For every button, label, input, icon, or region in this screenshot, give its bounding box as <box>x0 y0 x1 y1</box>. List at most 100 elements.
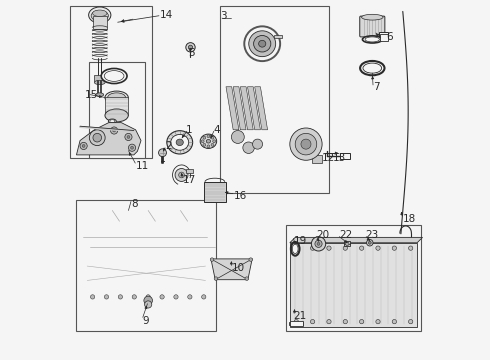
Ellipse shape <box>259 40 266 47</box>
Circle shape <box>327 246 331 250</box>
Text: 5: 5 <box>188 48 195 58</box>
Circle shape <box>367 239 373 246</box>
Circle shape <box>210 258 214 261</box>
Ellipse shape <box>96 93 104 96</box>
Text: 15: 15 <box>84 90 98 100</box>
Circle shape <box>207 135 210 138</box>
Text: 23: 23 <box>366 230 379 240</box>
Text: 9: 9 <box>143 316 149 326</box>
Circle shape <box>113 129 116 132</box>
Circle shape <box>294 246 298 250</box>
Circle shape <box>301 139 311 149</box>
Circle shape <box>243 142 254 153</box>
Circle shape <box>97 136 99 139</box>
Ellipse shape <box>362 14 383 20</box>
Polygon shape <box>290 237 422 243</box>
Text: 14: 14 <box>160 10 173 20</box>
Polygon shape <box>83 211 215 221</box>
Circle shape <box>159 149 167 157</box>
Polygon shape <box>233 87 246 130</box>
Circle shape <box>203 136 206 139</box>
Circle shape <box>368 241 371 244</box>
Ellipse shape <box>249 31 276 57</box>
Polygon shape <box>255 87 268 130</box>
Ellipse shape <box>176 139 183 145</box>
Circle shape <box>145 301 152 308</box>
Text: 17: 17 <box>183 175 196 185</box>
Bar <box>380 35 388 41</box>
Ellipse shape <box>363 36 382 43</box>
Circle shape <box>213 140 216 143</box>
Text: 2: 2 <box>166 140 172 150</box>
Bar <box>344 241 350 246</box>
Bar <box>379 32 389 39</box>
Circle shape <box>179 172 184 178</box>
Bar <box>289 321 303 325</box>
Text: 11: 11 <box>136 161 149 171</box>
Text: 4: 4 <box>214 125 220 135</box>
Ellipse shape <box>91 10 108 21</box>
Bar <box>105 97 128 116</box>
Ellipse shape <box>93 10 107 17</box>
Circle shape <box>127 135 130 138</box>
Text: 20: 20 <box>317 230 330 240</box>
FancyBboxPatch shape <box>360 16 385 37</box>
Circle shape <box>315 240 322 247</box>
Circle shape <box>214 277 218 280</box>
Ellipse shape <box>206 139 211 143</box>
Ellipse shape <box>360 61 385 75</box>
Text: 13: 13 <box>333 153 346 163</box>
Circle shape <box>160 295 164 299</box>
Ellipse shape <box>200 134 217 148</box>
Polygon shape <box>207 211 215 300</box>
Bar <box>204 182 225 202</box>
Ellipse shape <box>108 93 125 102</box>
Circle shape <box>95 134 101 141</box>
Bar <box>290 320 303 326</box>
Circle shape <box>290 128 322 160</box>
Ellipse shape <box>363 63 382 73</box>
Polygon shape <box>221 62 327 193</box>
Bar <box>70 6 152 158</box>
Polygon shape <box>240 87 253 130</box>
Circle shape <box>89 130 105 145</box>
Circle shape <box>203 143 206 146</box>
Polygon shape <box>211 259 252 280</box>
Circle shape <box>188 295 192 299</box>
Circle shape <box>245 277 248 280</box>
Circle shape <box>327 319 331 324</box>
Text: 7: 7 <box>373 82 379 92</box>
Circle shape <box>376 246 380 250</box>
Polygon shape <box>83 288 215 300</box>
Ellipse shape <box>254 36 271 52</box>
Circle shape <box>360 246 364 250</box>
Bar <box>286 225 421 330</box>
Bar <box>89 62 145 158</box>
Ellipse shape <box>108 119 116 123</box>
Circle shape <box>249 258 252 261</box>
Circle shape <box>91 295 95 299</box>
Text: 19: 19 <box>294 236 307 246</box>
Circle shape <box>174 295 178 299</box>
Bar <box>340 153 350 159</box>
Ellipse shape <box>105 109 128 122</box>
Circle shape <box>80 142 87 149</box>
Ellipse shape <box>89 7 111 23</box>
Ellipse shape <box>95 80 105 85</box>
Text: 8: 8 <box>131 199 138 210</box>
Polygon shape <box>76 123 141 155</box>
Circle shape <box>146 295 150 299</box>
Text: 21: 21 <box>294 311 307 321</box>
Ellipse shape <box>101 68 127 84</box>
Ellipse shape <box>293 244 298 253</box>
Bar <box>93 16 107 30</box>
Circle shape <box>343 319 347 324</box>
Circle shape <box>93 134 101 142</box>
Circle shape <box>201 140 204 143</box>
Ellipse shape <box>171 134 189 150</box>
Circle shape <box>132 295 136 299</box>
Circle shape <box>345 242 349 246</box>
Text: 3: 3 <box>220 12 227 22</box>
Circle shape <box>188 45 193 49</box>
Text: 12: 12 <box>322 153 335 163</box>
